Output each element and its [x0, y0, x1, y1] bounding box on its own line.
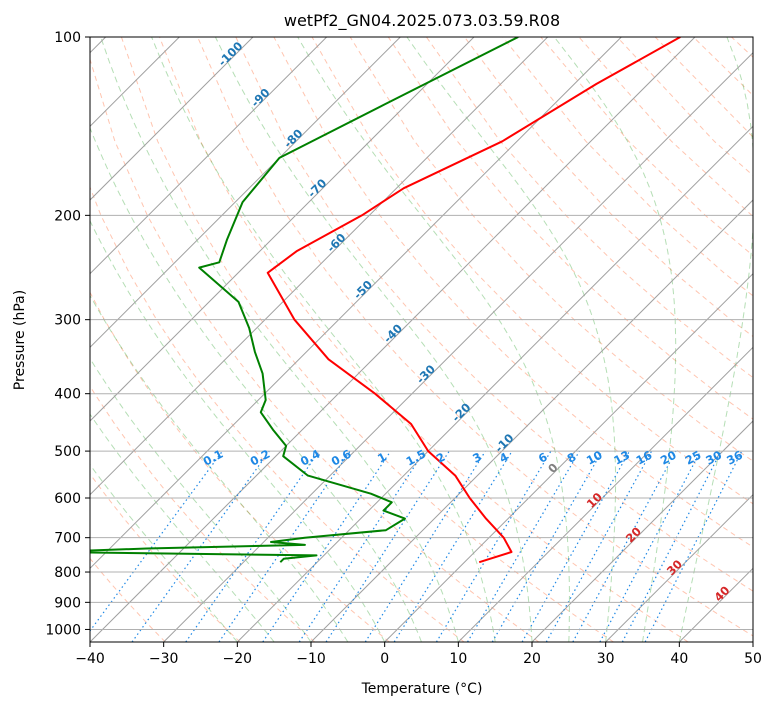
mixing-ratio-line: [185, 450, 320, 642]
isotherm-line: [90, 37, 401, 349]
dewpoint-profile: [90, 37, 519, 563]
moist-adiabat: [90, 294, 349, 642]
mixing-ratio-label: 10: [584, 448, 605, 468]
dry-adiabat: [90, 291, 390, 642]
dry-adiabat: [770, 37, 775, 642]
mixing-ratio-line: [364, 450, 486, 642]
y-tick-label: 400: [54, 387, 81, 403]
dry-adiabat: [311, 37, 753, 505]
dry-adiabat: [90, 557, 166, 642]
mixing-ratio-line: [491, 450, 603, 642]
x-tick-label: 20: [523, 651, 541, 667]
isotherm-line: [605, 493, 753, 642]
y-tick-label: 100: [54, 30, 81, 46]
y-tick-label: 600: [54, 491, 81, 507]
mixing-ratio-line: [521, 450, 631, 642]
dry-adiabat: [90, 473, 241, 642]
y-tick-label: 1000: [45, 622, 81, 638]
mixing-ratio-label: 30: [703, 448, 724, 468]
y-tick-label: 300: [54, 313, 81, 329]
x-axis-label: Temperature (°C): [361, 681, 483, 697]
mixing-ratio-label: 20: [658, 448, 679, 468]
plot-frame: [89, 36, 754, 643]
y-tick-label: 900: [54, 595, 81, 611]
y-tick-label: 800: [54, 565, 81, 581]
plot-area: [90, 37, 753, 642]
mixing-ratio-line: [435, 450, 552, 642]
y-tick-label: 500: [54, 444, 81, 460]
grid-layer: [90, 37, 775, 642]
mixing-ratio-line: [466, 450, 580, 642]
y-tick-label: 200: [54, 208, 81, 224]
series-layer: [90, 37, 681, 564]
x-tick-label: 0: [380, 651, 389, 667]
mixing-ratio-line: [325, 450, 450, 642]
mixing-ratio-label: 36: [724, 448, 745, 468]
dry-adiabat: [159, 37, 689, 642]
dry-adiabat: [464, 37, 753, 338]
isotherm-line: [163, 51, 753, 642]
mixing-ratio-label: 16: [634, 448, 655, 468]
x-tick-label: −30: [149, 651, 179, 667]
moist-adiabat: [297, 37, 570, 642]
x-tick-label: 40: [670, 651, 688, 667]
isotherm-line: [90, 37, 696, 642]
isotherm-line: [531, 420, 753, 642]
dry-adiabat: [349, 37, 753, 462]
moist-adiabat: [90, 463, 238, 642]
isotherm-line: [90, 37, 328, 275]
isotherm-line: [90, 37, 549, 496]
y-axis: 100 200 300 400 500 600 700 800 900 1000: [45, 30, 90, 638]
x-tick-label: 30: [597, 651, 615, 667]
chart-title: wetPf2_GN04.2025.073.03.59.R08: [284, 11, 560, 31]
isotherm-line: [310, 199, 753, 642]
dry-adiabat: [90, 185, 465, 642]
temperature-profile: [266, 37, 681, 564]
moist-adiabat: [90, 126, 422, 642]
mixing-ratio-line: [393, 450, 513, 642]
isotherm-line: [90, 37, 475, 422]
moist-adiabat: [406, 37, 617, 642]
moist-adiabat: [214, 37, 533, 642]
x-tick-label: 50: [744, 651, 762, 667]
mixing-ratio-line: [572, 450, 677, 642]
moist-adiabat: [90, 219, 386, 642]
dry-adiabat: [90, 57, 540, 642]
x-tick-label: −10: [296, 651, 326, 667]
moist-adiabat: [678, 37, 753, 642]
mixing-ratio-label: 25: [683, 448, 704, 468]
isotherm-line: [752, 641, 753, 642]
isotherm-line: [384, 272, 753, 642]
mixing-ratio-line: [298, 450, 425, 642]
moist-adiabat: [100, 37, 459, 642]
x-tick-label: −20: [223, 651, 253, 667]
y-tick-label: 700: [54, 531, 81, 547]
x-tick-label: 10: [449, 651, 467, 667]
y-axis-label: Pressure (hPa): [12, 290, 28, 390]
isotherm-line: [90, 37, 622, 570]
x-axis: −40 −30 −20 −10 0 10 20 30 40 50: [75, 642, 762, 667]
moist-adiabat: [151, 37, 496, 642]
mixing-ratio-line: [545, 450, 653, 642]
mixing-ratio-label: 13: [611, 448, 632, 468]
isotherm-line: [236, 125, 753, 642]
x-tick-label: −40: [75, 651, 105, 667]
dry-adiabat: [273, 37, 753, 548]
dry-adiabat: [235, 37, 753, 592]
dry-adiabat: [90, 385, 316, 642]
isotherm-line: [90, 37, 254, 201]
moist-adiabat: [90, 413, 275, 642]
dry-adiabat: [120, 37, 614, 642]
isotherm-line: [457, 346, 753, 642]
